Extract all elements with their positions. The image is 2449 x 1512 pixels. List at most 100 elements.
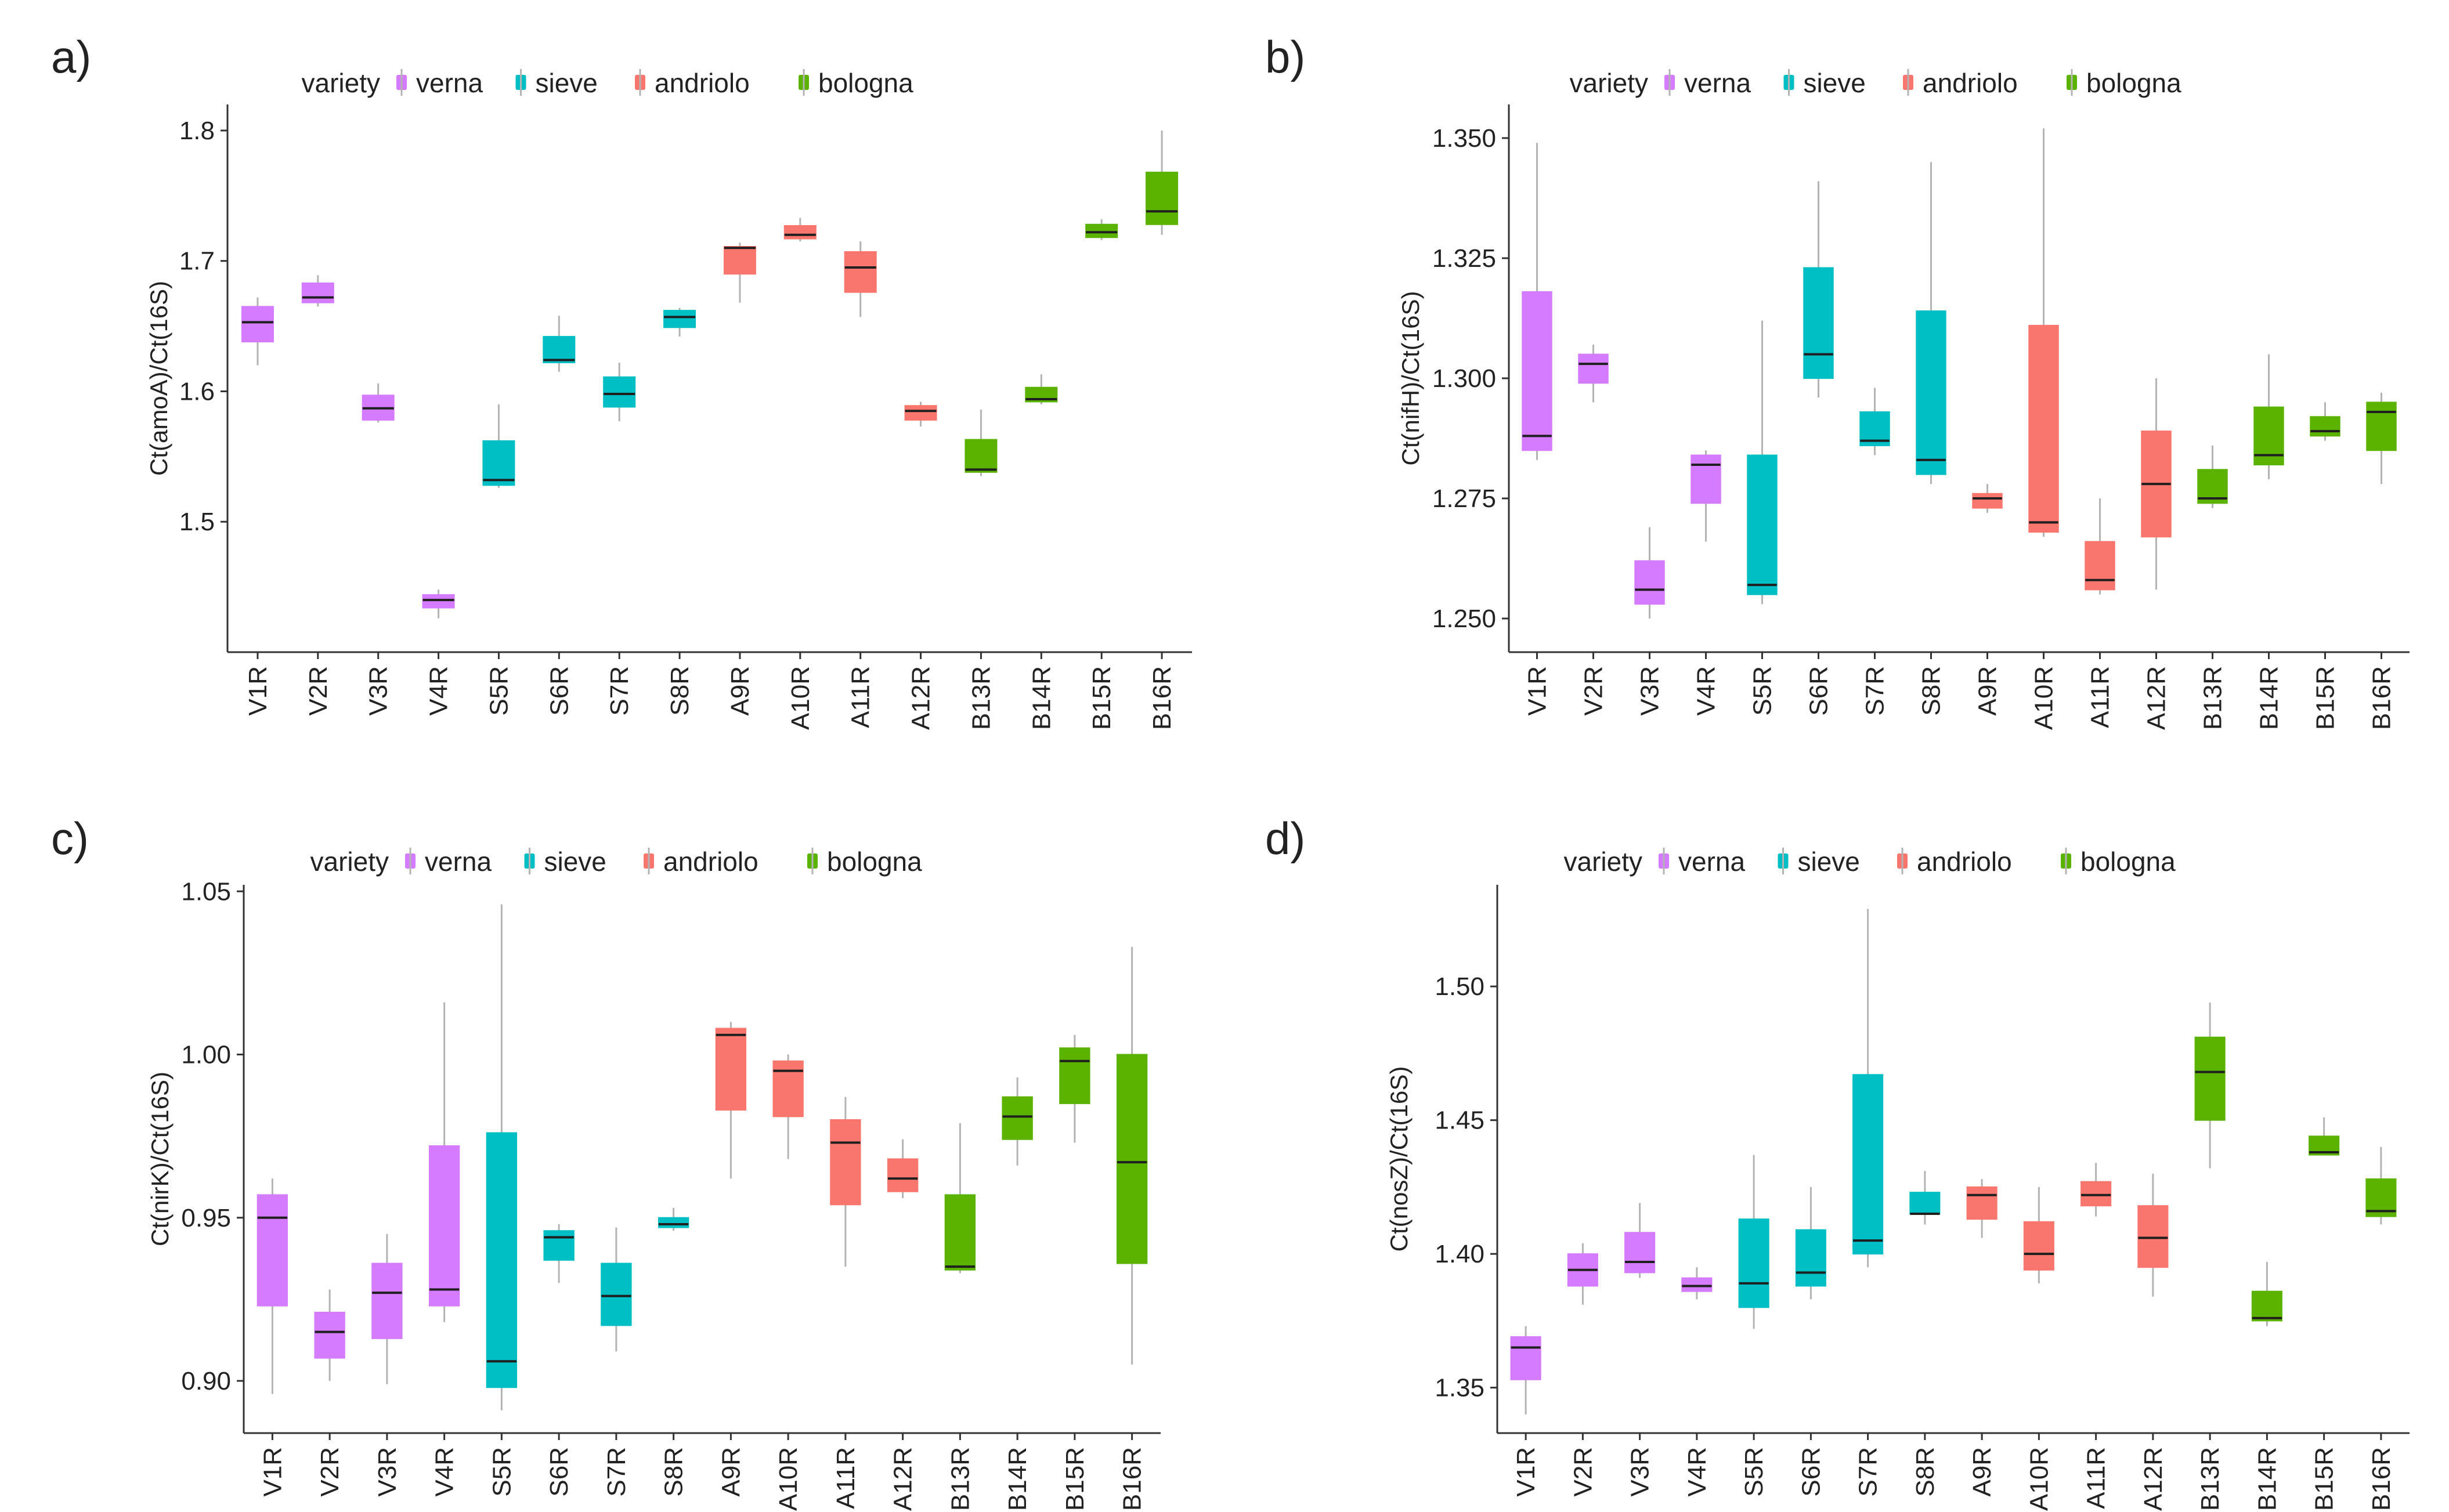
box-S8R [1909,1171,1941,1225]
chart-panel-4: d) variety verna sieve andriolo bologna 1.35 1.… [1265,813,2410,1511]
box-V3R [1634,527,1665,619]
x-tick-label: B15R [2310,1447,2339,1511]
x-tick-label: A12R [2139,1447,2168,1511]
box-iqr [428,1145,460,1307]
x-tick-label: S5R [1740,1447,1768,1497]
x-tick-label: B14R [1003,1447,1032,1511]
box-B13R [944,1123,976,1274]
box-iqr [965,439,998,473]
x-tick-label: A9R [1968,1447,1996,1497]
box-A11R [830,1097,861,1267]
box-iqr [2085,541,2115,591]
x-tick-label: V2R [316,1447,344,1497]
x-tick-label: S8R [660,1447,688,1497]
box-iqr [1691,454,1721,504]
box-B16R [1116,946,1148,1365]
y-axis-label: Ct(amoA)/Ct(16S) [145,281,172,476]
y-tick-label: 1.05 [181,877,231,906]
box-iqr [1634,560,1665,605]
box-iqr [257,1194,288,1307]
box-V2R [301,275,334,307]
box-iqr [715,1028,747,1111]
box-iqr [1966,1186,1998,1220]
y-axis-label: Ct(nirK)/Ct(16S) [146,1072,174,1246]
box-iqr [301,282,334,303]
box-S6R [1795,1187,1826,1300]
box-A12R [887,1139,919,1198]
box-iqr [2310,416,2340,437]
box-iqr [830,1119,861,1206]
box-iqr [1795,1229,1826,1287]
box-B14R [1002,1077,1033,1166]
box-A12R [2141,378,2172,590]
legend-label-andriolo: andriolo [655,68,750,98]
legend-label-bologna: bologna [2086,68,2181,98]
box-V1R [257,1178,288,1394]
box-S7R [603,363,636,422]
x-tick-label: B13R [2199,666,2227,730]
y-axis-label: Ct(nifH)/Ct(16S) [1397,291,1424,465]
box-iqr [422,594,455,609]
chart-panel-3: c) variety verna sieve andriolo bologna 0.90 0.… [51,813,1161,1511]
panel-label: b) [1265,31,1305,82]
box-iqr [1681,1277,1713,1292]
box-B15R [2309,1117,2340,1156]
box-iqr [2023,1221,2054,1271]
x-tick-label: S6R [1797,1447,1825,1497]
x-tick-label: A10R [2025,1447,2053,1511]
panel-label: d) [1265,813,1305,864]
box-iqr [2251,1290,2282,1322]
box-V3R [362,383,395,423]
y-tick-label: 1.00 [181,1041,231,1069]
y-tick-label: 1.5 [179,508,215,536]
x-tick-label: B13R [946,1447,974,1511]
box-iqr [2137,1205,2169,1268]
x-tick-label: V3R [1636,666,1664,716]
x-tick-label: B14R [2255,666,2284,730]
legend-label-sieve: sieve [536,68,598,98]
box-B14R [2253,354,2284,479]
box-iqr [663,310,696,328]
legend-label-andriolo: andriolo [1917,847,2012,877]
x-tick-label: V2R [304,666,333,716]
box-iqr [1916,310,1946,475]
box-iqr [1578,353,1609,384]
box-iqr [543,1230,575,1261]
box-iqr [844,251,877,293]
box-iqr [1059,1047,1090,1104]
x-tick-label: S8R [666,666,694,716]
box-V2R [1578,345,1609,403]
legend-label-verna: verna [1684,68,1751,98]
legend-title: variety [1564,847,1642,877]
y-tick-label: 1.325 [1432,244,1496,273]
box-B14R [2251,1261,2282,1326]
box-S6R [1803,181,1834,398]
x-tick-label: S6R [1805,666,1833,716]
y-axis-label: Ct(nosZ)/Ct(16S) [1385,1066,1413,1252]
box-iqr [1852,1074,1884,1255]
box-iqr [1002,1096,1033,1140]
box-A10R [772,1054,804,1159]
box-iqr [2028,324,2059,533]
box-B13R [2194,1002,2226,1169]
x-tick-label: S7R [1854,1447,1883,1497]
box-S5R [1738,1155,1769,1329]
x-tick-label: A10R [774,1447,803,1511]
box-A12R [904,401,937,427]
x-tick-label: B15R [1061,1447,1089,1511]
x-tick-label: S6R [545,666,573,716]
x-tick-label: A9R [1974,666,2002,716]
legend-label-bologna: bologna [818,68,913,98]
panel-label: a) [51,31,91,82]
box-iqr [1522,291,1552,451]
box-iqr [2194,1036,2226,1121]
box-iqr [371,1263,403,1339]
legend: variety verna sieve andriolo bologna [1564,847,2176,877]
y-tick-label: 1.8 [179,117,215,145]
box-S5R [482,404,515,488]
box-iqr [1624,1232,1656,1274]
x-tick-label: V1R [1512,1447,1540,1497]
box-iqr [314,1311,345,1359]
box-V3R [1624,1203,1656,1278]
box-S7R [601,1227,632,1352]
